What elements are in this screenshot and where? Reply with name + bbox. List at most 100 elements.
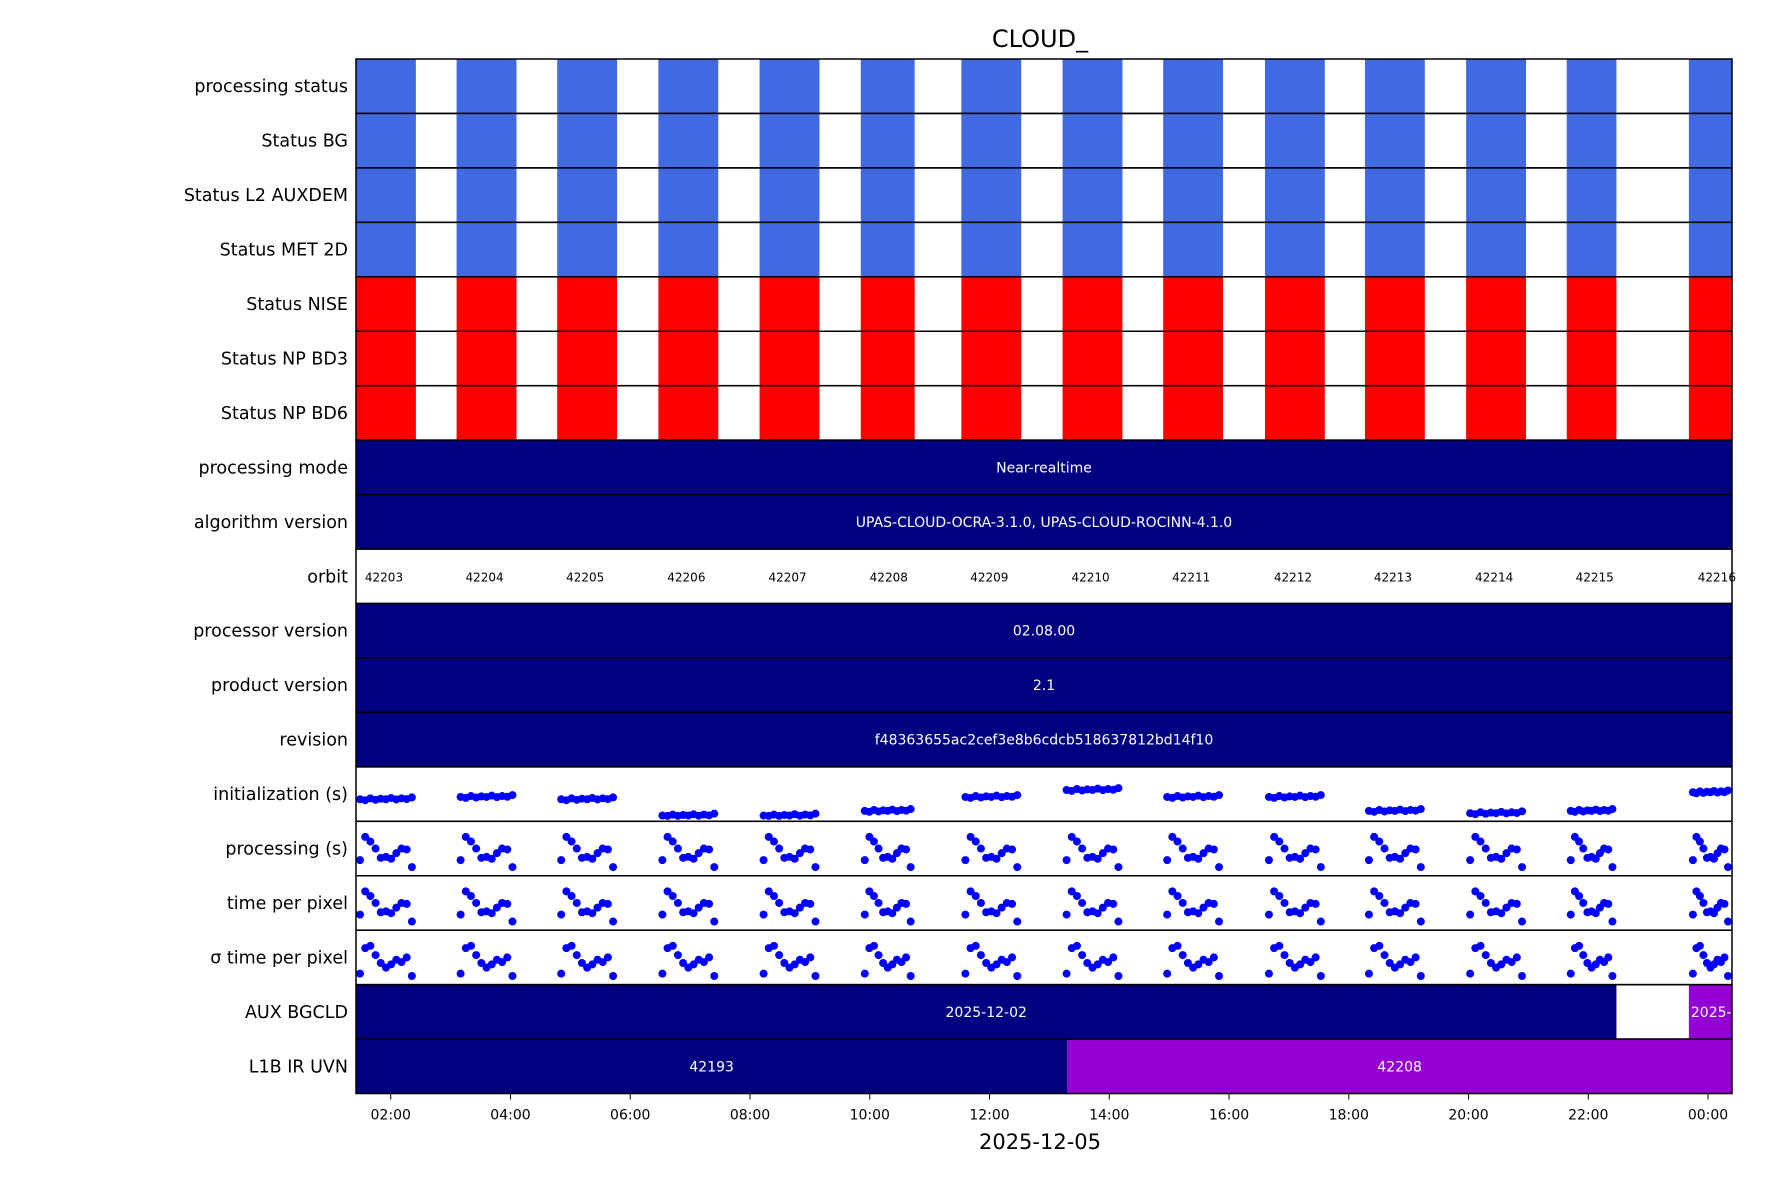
status-cell (356, 331, 416, 386)
data-point (1008, 845, 1017, 854)
data-point (1280, 844, 1289, 853)
row-processing-status: processing status (194, 58, 1733, 115)
data-point (567, 892, 576, 901)
data-point (795, 849, 804, 858)
data-point (1008, 899, 1017, 908)
data-point (689, 960, 698, 969)
status-cell (356, 167, 416, 223)
status-cell (456, 385, 517, 441)
x-tick-label: 06:00 (610, 1108, 650, 1124)
data-point (1497, 854, 1506, 863)
data-point (1604, 899, 1613, 908)
data-point (961, 910, 970, 919)
data-point (811, 863, 820, 872)
data-point (1364, 969, 1373, 978)
row-product-version: product version 2.1 (211, 657, 1733, 714)
data-point (1720, 899, 1729, 908)
data-point (1296, 854, 1305, 863)
data-point (1406, 958, 1415, 967)
data-point (874, 951, 883, 960)
data-point (976, 951, 985, 960)
data-point (356, 969, 364, 978)
row-label: L1B IR UVN (249, 1057, 348, 1077)
data-point (1215, 972, 1224, 981)
data-point (1114, 863, 1123, 872)
row-time-per-pixel: σ time per pixel (210, 929, 1733, 986)
status-cell (1062, 167, 1123, 223)
data-point (906, 863, 915, 872)
data-point (689, 909, 698, 918)
data-point (356, 910, 364, 919)
data-point (387, 854, 396, 863)
status-cell (759, 385, 820, 441)
data-point (1008, 953, 1017, 962)
data-point (1280, 898, 1289, 907)
band-label: Near-realtime (996, 460, 1092, 476)
orbit-label: 42215 (1576, 570, 1614, 584)
data-point (1316, 917, 1325, 926)
row-l1b-ir-uvn: L1B IR UVN 42193 42208 (249, 1038, 1733, 1095)
data-point (1194, 960, 1203, 969)
data-point (567, 941, 576, 950)
data-point (668, 941, 677, 950)
data-point (790, 960, 799, 969)
row-label: Status L2 AUXDEM (184, 186, 348, 206)
data-point (1183, 958, 1192, 967)
data-point (1093, 960, 1102, 969)
status-cell (961, 276, 1022, 332)
data-point (1013, 917, 1022, 926)
status-cell (1566, 113, 1617, 168)
x-tick-label: 16:00 (1209, 1108, 1249, 1124)
status-cell (1062, 222, 1123, 277)
data-point (1199, 849, 1208, 858)
data-point (1364, 910, 1373, 919)
data-point (1067, 832, 1076, 841)
x-tick-label: 08:00 (730, 1108, 770, 1124)
status-cell (860, 113, 915, 168)
data-point (1109, 953, 1118, 962)
data-point (992, 909, 1001, 918)
data-point (477, 958, 486, 967)
data-point (710, 863, 719, 872)
status-cell (1364, 222, 1425, 277)
data-point (658, 969, 667, 978)
data-point (1608, 805, 1617, 814)
data-point (1416, 863, 1425, 872)
data-point (1720, 845, 1729, 854)
data-point (503, 845, 512, 854)
status-cell (1688, 113, 1732, 168)
data-point (407, 793, 416, 802)
status-cell (557, 276, 618, 332)
status-cell (1364, 385, 1425, 441)
status-cell (1688, 276, 1732, 332)
orbit-label: 42213 (1374, 570, 1412, 584)
data-point (1275, 941, 1284, 950)
status-cell (1062, 276, 1123, 332)
data-point (1301, 903, 1310, 912)
data-point (1699, 951, 1708, 960)
data-point (1311, 899, 1320, 908)
data-point (361, 832, 370, 841)
status-cell (557, 331, 618, 386)
row-label: time per pixel (227, 894, 348, 914)
row-label: Status NP BD3 (221, 349, 348, 369)
data-point (1411, 899, 1420, 908)
row-label: processor version (193, 622, 348, 642)
band-segment (1067, 1039, 1732, 1094)
data-point (572, 844, 581, 853)
data-point (371, 951, 380, 960)
data-point (487, 854, 496, 863)
data-point (407, 863, 416, 872)
data-point (508, 972, 517, 981)
data-point (860, 910, 869, 919)
data-point (961, 856, 970, 865)
data-point (775, 844, 784, 853)
status-cell (557, 167, 618, 223)
data-point (392, 849, 401, 858)
data-point (1575, 892, 1584, 901)
data-point (1481, 844, 1490, 853)
band-label: 2.1 (1033, 678, 1055, 694)
x-tick-label: 10:00 (850, 1108, 890, 1124)
data-point (1579, 951, 1588, 960)
data-point (673, 844, 682, 853)
